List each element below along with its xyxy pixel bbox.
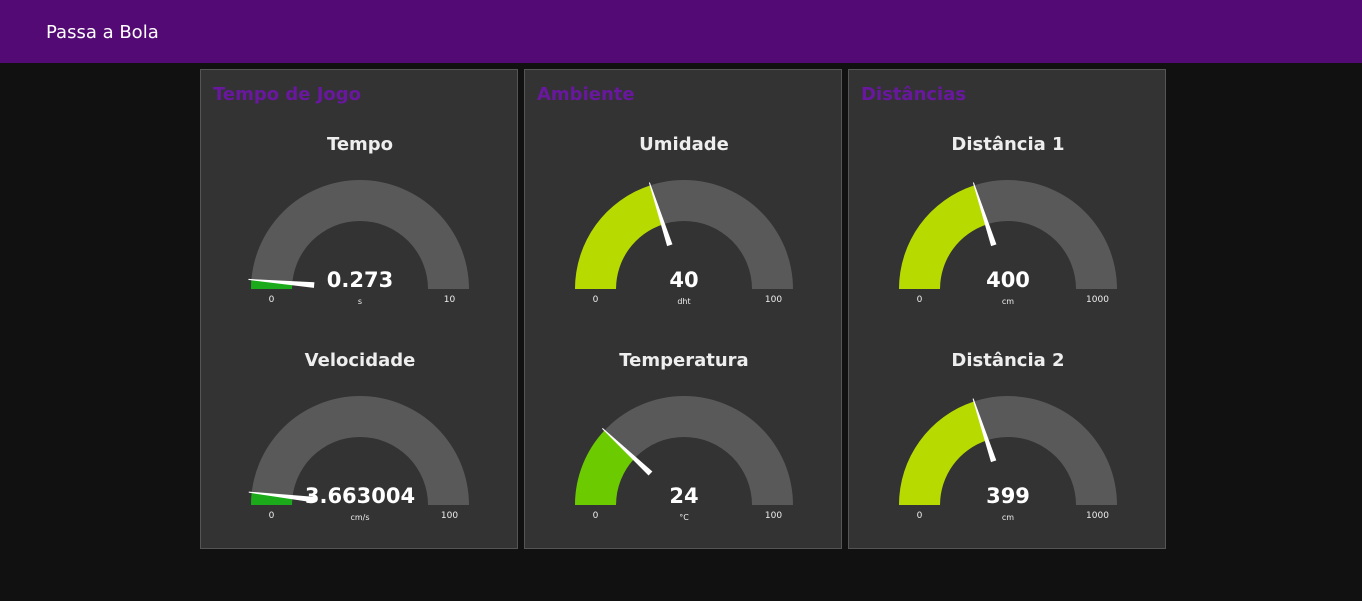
gauge-max-label: 10	[444, 295, 456, 305]
gauge-widget-temperatura: Temperatura 24 °C 0 100	[525, 286, 843, 522]
gauge-velocidade: 3.663004 cm/s 0 100	[248, 396, 469, 522]
gauge-min-label: 0	[269, 295, 275, 305]
gauge-min-label: 0	[269, 511, 275, 521]
gauge-max-label: 1000	[1086, 295, 1109, 305]
gauge-label: Distância 1	[951, 134, 1065, 155]
gauge-track	[575, 396, 793, 505]
gauge-label: Velocidade	[304, 350, 416, 371]
group-title: Distâncias	[861, 84, 967, 105]
gauge-value: 0.273	[327, 268, 393, 292]
top-bar: Passa a Bola	[0, 0, 1362, 63]
gauge-value: 24	[669, 484, 698, 508]
gauge-unit: dht	[677, 297, 690, 306]
gauge-widget-tempo: Tempo 0.273 s 0 10	[201, 70, 519, 306]
gauge-min-label: 0	[593, 511, 599, 521]
gauge-fill	[575, 430, 635, 505]
gauge-value: 400	[986, 268, 1030, 292]
gauge-tempo: 0.273 s 0 10	[248, 180, 469, 306]
group-title: Ambiente	[537, 84, 635, 105]
gauge-unit: s	[358, 297, 362, 306]
gauge-needle	[248, 278, 315, 288]
gauge-unit: cm	[1002, 513, 1014, 522]
gauge-label: Distância 2	[951, 350, 1065, 371]
gauge-max-label: 100	[441, 511, 458, 521]
app-title: Passa a Bola	[46, 22, 159, 43]
gauge-fill	[251, 279, 293, 289]
group-ambiente: Ambiente Umidade 40 dht 0 100 Temperatura 2…	[524, 69, 842, 549]
gauge-unit: cm	[1002, 297, 1014, 306]
gauge-unit: °C	[679, 513, 689, 522]
gauge-min-label: 0	[917, 511, 923, 521]
gauge-fill	[251, 492, 293, 505]
gauge-fill	[575, 185, 663, 289]
gauge-min-label: 0	[593, 295, 599, 305]
gauge-track	[251, 180, 469, 289]
gauge-track	[251, 396, 469, 505]
gauge-widget-umidade: Umidade 40 dht 0 100	[525, 70, 843, 306]
gauge-widget-distancia-2: Distância 2 399 cm 0 1000	[849, 286, 1167, 522]
gauge-distancia-2: 399 cm 0 1000	[899, 396, 1117, 522]
gauge-max-label: 100	[765, 511, 782, 521]
gauge-value: 40	[669, 268, 698, 292]
gauge-value: 3.663004	[305, 484, 415, 508]
gauge-widget-velocidade: Velocidade 3.663004 cm/s 0 100	[201, 286, 519, 522]
gauge-label: Umidade	[639, 134, 729, 155]
gauge-label: Tempo	[326, 134, 394, 155]
group-title: Tempo de Jogo	[213, 84, 362, 105]
gauge-needle	[972, 398, 997, 463]
group-distancias: Distâncias Distância 1 400 cm 0 1000 Distân…	[848, 69, 1166, 549]
gauge-min-label: 0	[917, 295, 923, 305]
gauge-needle	[648, 182, 673, 247]
gauge-value: 399	[986, 484, 1030, 508]
group-tempo-de-jogo: Tempo de Jogo Tempo 0.273 s 0 10 Velocidade…	[200, 69, 518, 549]
gauge-distancia-1: 400 cm 0 1000	[899, 180, 1117, 306]
gauge-label: Temperatura	[619, 350, 749, 371]
gauge-fill	[899, 185, 987, 289]
gauge-needle	[972, 182, 997, 247]
gauge-max-label: 100	[765, 295, 782, 305]
gauge-needle	[602, 427, 653, 476]
gauge-fill	[899, 401, 987, 505]
gauge-unit: cm/s	[350, 513, 369, 522]
gauge-max-label: 1000	[1086, 511, 1109, 521]
gauge-widget-distancia-1: Distância 1 400 cm 0 1000	[849, 70, 1167, 306]
gauge-umidade: 40 dht 0 100	[575, 180, 793, 306]
gauge-needle	[248, 491, 315, 503]
gauge-temperatura: 24 °C 0 100	[575, 396, 793, 522]
